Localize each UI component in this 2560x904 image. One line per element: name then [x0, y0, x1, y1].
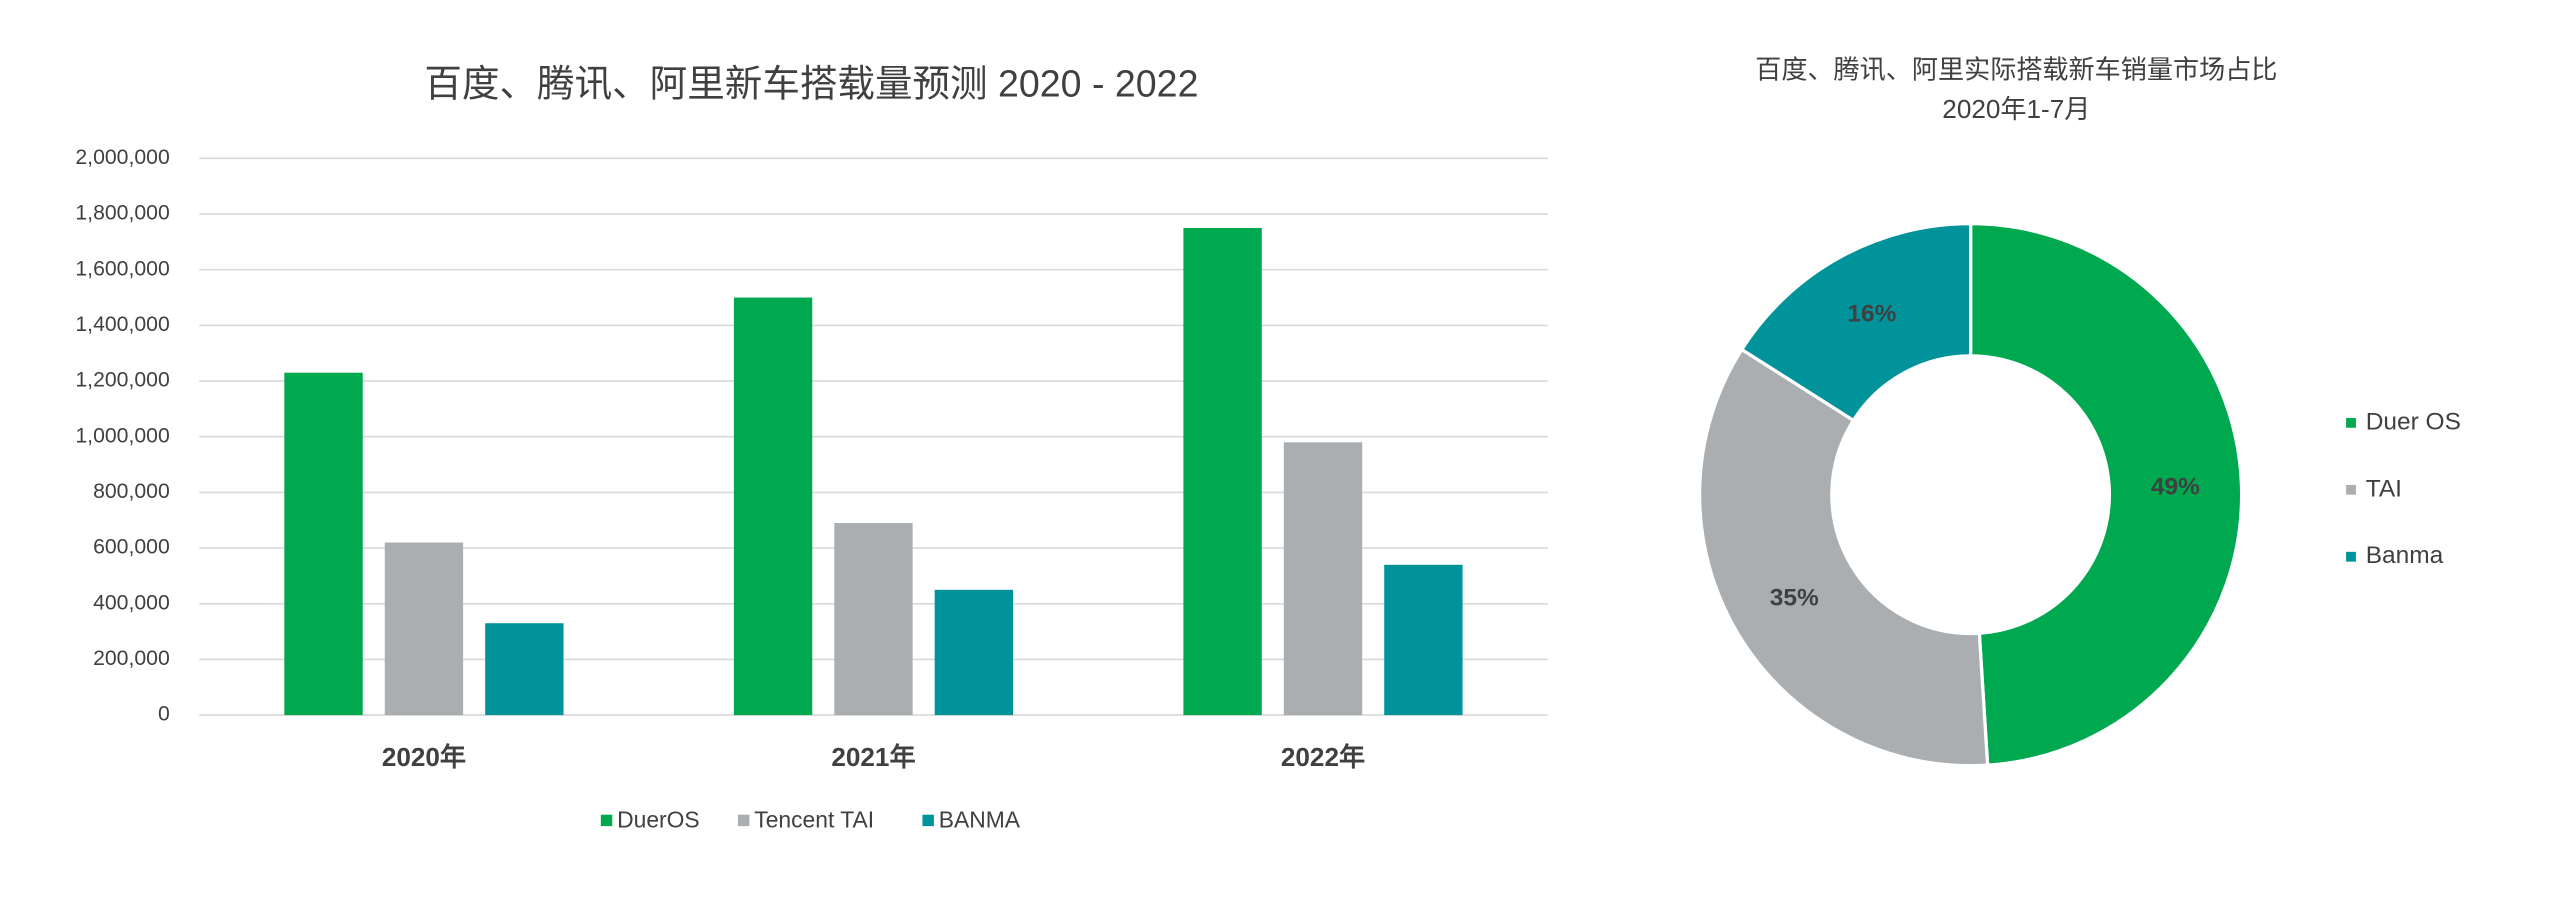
y-tick-label: 1,600,000	[75, 257, 169, 280]
legend-label: BANMA	[939, 806, 1021, 832]
legend-swatch	[2346, 417, 2356, 428]
y-tick-label: 1,400,000	[75, 313, 169, 336]
y-tick-label: 1,000,000	[75, 424, 169, 447]
y-tick-label: 0	[158, 703, 170, 726]
legend-label: TAI	[2366, 475, 2402, 502]
legend-swatch	[600, 814, 613, 827]
data-label: 49%	[2151, 474, 2200, 501]
bar	[485, 623, 564, 716]
legend-label: Duer OS	[2366, 408, 2461, 435]
bar	[733, 297, 813, 716]
bar	[1183, 227, 1262, 716]
x-tick-label: 2020年	[382, 742, 466, 772]
x-tick-label: 2022年	[1281, 742, 1365, 772]
bar	[384, 542, 464, 716]
bar	[834, 523, 913, 716]
data-label: 16%	[1847, 301, 1896, 328]
legend-swatch	[922, 814, 934, 827]
donut-slice	[1739, 222, 1973, 423]
y-tick-label: 1,200,000	[75, 369, 169, 392]
bar	[934, 589, 1014, 716]
bar	[1283, 442, 1363, 716]
legend-swatch	[737, 814, 750, 827]
y-tick-label: 400,000	[93, 591, 170, 614]
legend-label: Banma	[2366, 542, 2444, 569]
y-tick-label: 1,800,000	[75, 202, 169, 225]
bar-chart-title: 百度、腾讯、阿里新车搭载量预测 2020 - 2022	[424, 62, 1198, 104]
legend-swatch	[2346, 484, 2356, 495]
legend-swatch	[2346, 551, 2356, 562]
legend-label: DuerOS	[617, 806, 700, 832]
y-tick-label: 800,000	[93, 480, 170, 503]
y-tick-label: 200,000	[93, 647, 170, 670]
donut-slice	[1697, 347, 1990, 768]
x-tick-label: 2021年	[831, 742, 915, 772]
pie-chart-subtitle: 2020年1-7月	[1942, 94, 2090, 124]
y-tick-label: 600,000	[93, 536, 170, 559]
data-label: 35%	[1770, 584, 1819, 611]
legend-label: Tencent TAI	[754, 806, 874, 832]
bar	[284, 372, 363, 716]
y-tick-label: 2,000,000	[75, 146, 169, 169]
pie-chart-title: 百度、腾讯、阿里实际搭载新车销量市场占比	[1755, 55, 2277, 85]
bar	[1384, 564, 1463, 716]
donut-slice	[1968, 222, 2244, 767]
